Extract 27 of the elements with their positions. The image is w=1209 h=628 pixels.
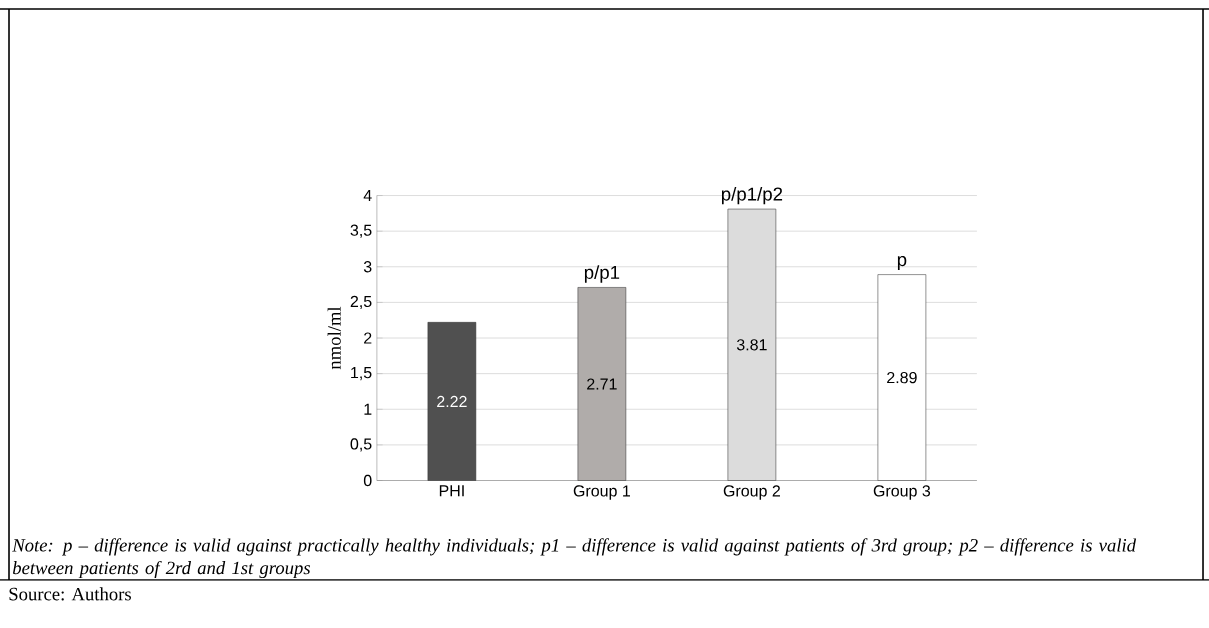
data-label: 2.71 xyxy=(587,378,617,390)
x-tick-label: Group 2 xyxy=(723,485,780,500)
bar xyxy=(427,322,477,481)
data-label: 2.22 xyxy=(437,395,467,408)
y-tick-label: 2 xyxy=(364,332,372,344)
y-tick-label: 3,5 xyxy=(350,224,372,238)
text: Note: p – difference is valid against practically healthy individuals; p1 – difference is valid against patients of 3rd group; p2 – difference is valid between patients of 2rd and 1st groups xyxy=(12,538,1137,579)
data-label: 3.81 xyxy=(736,339,767,351)
annotation: p xyxy=(897,255,907,270)
annotation: p/p1/p2 xyxy=(721,186,783,205)
y-tick-label: 1,5 xyxy=(351,367,372,381)
y-axis-title: nmol/ml xyxy=(327,306,341,370)
x-tick-label: Group 3 xyxy=(873,485,931,500)
source-note: Source: Authors xyxy=(9,587,131,601)
bar xyxy=(577,287,627,481)
y-tick-label: 1 xyxy=(364,403,372,415)
x-tick-label: PHI xyxy=(439,485,464,497)
bar xyxy=(727,208,777,481)
y-tick-label: 2,5 xyxy=(350,295,372,309)
x-tick-label: Group 1 xyxy=(573,485,630,500)
y-tick-label: 0,5 xyxy=(350,438,372,452)
y-tick-label: 0 xyxy=(363,474,372,487)
y-tick-label: 3 xyxy=(363,261,372,273)
y-tick-label: 4 xyxy=(363,190,372,202)
data-label: 2.89 xyxy=(887,371,917,384)
bar xyxy=(877,274,927,481)
annotation: p/p1 xyxy=(584,265,620,283)
